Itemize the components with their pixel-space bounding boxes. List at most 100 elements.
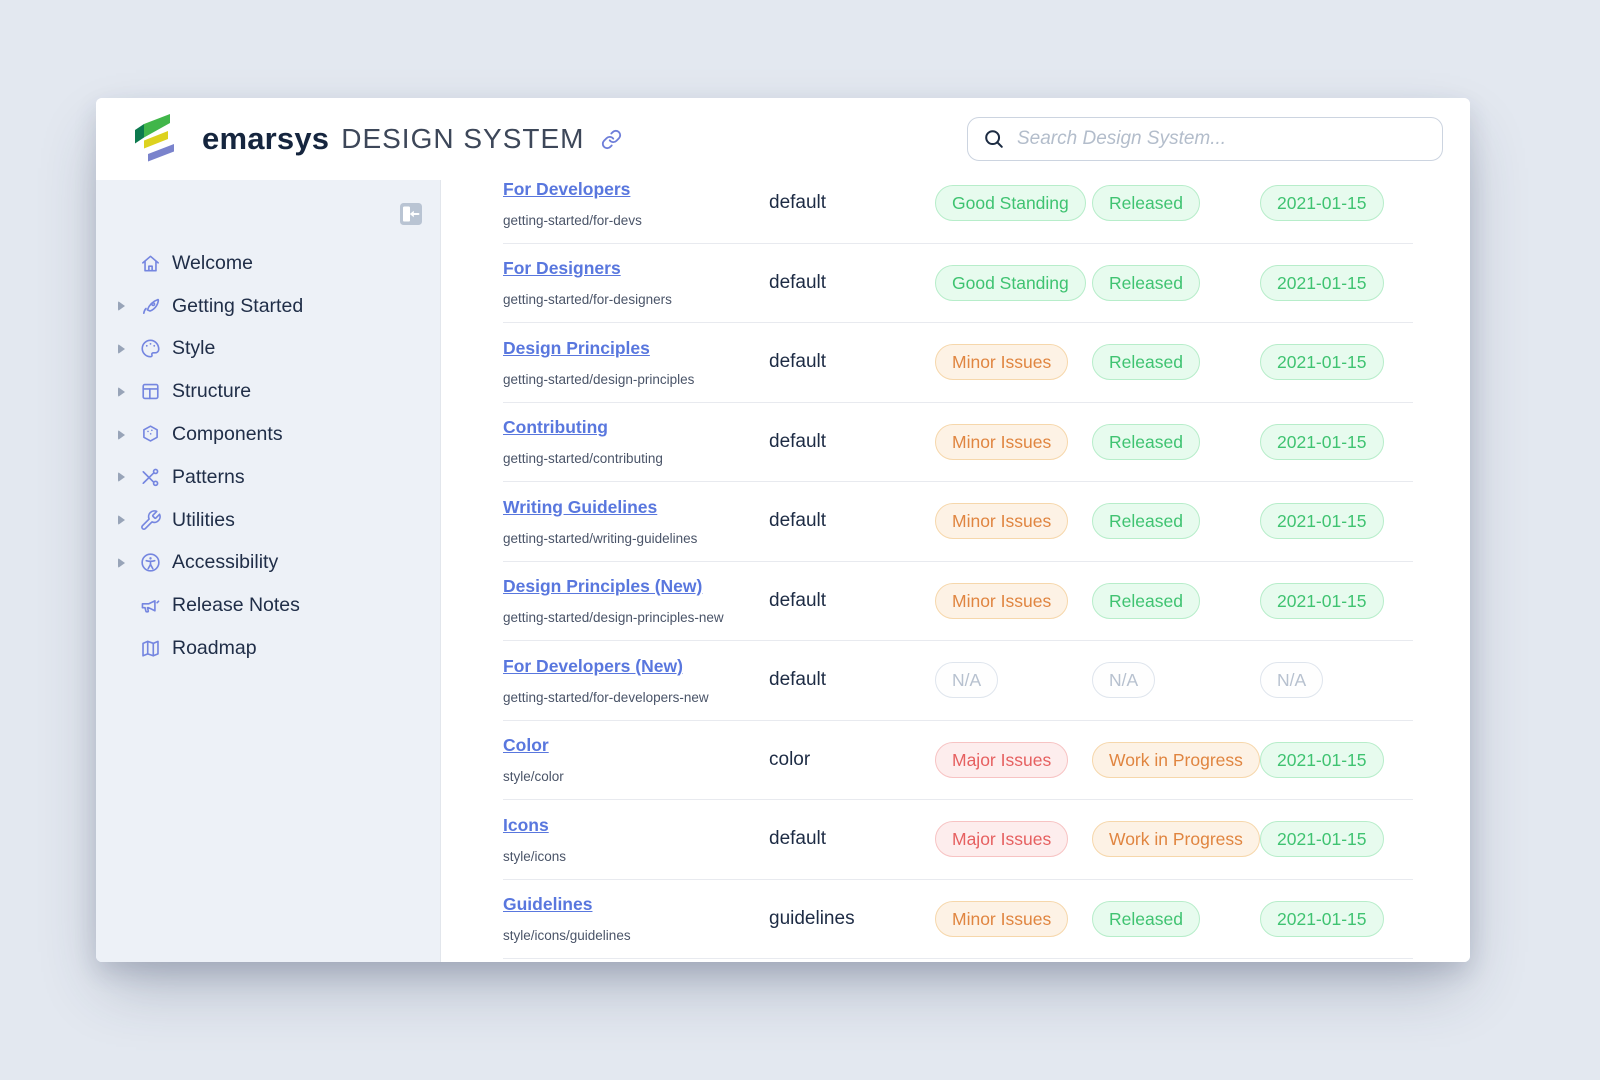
home-icon (138, 251, 162, 275)
date-badge: N/A (1260, 662, 1324, 699)
table-row-for-developers: For Developers getting-started/for-devs … (503, 180, 1413, 244)
sidebar-item-label: Getting Started (172, 294, 304, 317)
release-badge: Released (1092, 423, 1200, 460)
pages-table: For Developers getting-started/for-devs … (441, 180, 1470, 959)
status-badge: Major Issues (935, 741, 1069, 778)
content-pane: For Developers getting-started/for-devs … (441, 180, 1470, 962)
page-link[interactable]: For Developers (503, 180, 631, 199)
date-badge: 2021-01-15 (1260, 582, 1384, 619)
page-link[interactable]: Guidelines (503, 894, 593, 915)
collapse-sidebar-icon (400, 203, 422, 225)
components-icon (138, 423, 162, 447)
sidebar-item-style[interactable]: Style (96, 328, 440, 371)
release-badge: Released (1092, 582, 1200, 619)
variation-cell: default (769, 351, 827, 373)
sidebar-item-roadmap[interactable]: Roadmap (96, 627, 440, 670)
sidebar-item-patterns[interactable]: Patterns (96, 456, 440, 499)
status-badge: Major Issues (935, 821, 1069, 858)
sidebar-item-label: Style (172, 337, 216, 360)
page-title-cell: Guidelines style/icons/guidelines (503, 894, 769, 943)
date-badge: 2021-01-15 (1260, 185, 1384, 222)
sidebar-item-utilities[interactable]: Utilities (96, 499, 440, 542)
variation-cell: default (769, 510, 827, 532)
page-link[interactable]: Design Principles (503, 337, 650, 358)
sidebar-item-components[interactable]: Components (96, 413, 440, 456)
variation-cell: default (769, 669, 827, 691)
search-input[interactable] (1017, 128, 1427, 150)
page-link[interactable]: Color (503, 735, 549, 756)
search-box (967, 117, 1443, 161)
map-icon (138, 637, 162, 661)
date-badge: 2021-01-15 (1260, 741, 1384, 778)
emarsys-logo-icon (135, 114, 174, 162)
release-badge: Released (1092, 264, 1200, 301)
sidebar-item-welcome[interactable]: Welcome (96, 242, 440, 285)
page-title-cell: Icons style/icons (503, 815, 769, 864)
page-link[interactable]: Contributing (503, 417, 608, 438)
page-path: getting-started/for-designers (503, 292, 672, 308)
status-badge: Good Standing (935, 185, 1086, 222)
sidebar-item-structure[interactable]: Structure (96, 370, 440, 413)
release-badge: Released (1092, 344, 1200, 381)
sidebar-item-label: Release Notes (172, 594, 300, 617)
chevron-right-icon[interactable] (118, 558, 138, 568)
chevron-right-icon[interactable] (118, 301, 138, 311)
page-link[interactable]: Writing Guidelines (503, 496, 658, 517)
sidebar-item-accessibility[interactable]: Accessibility (96, 542, 440, 585)
variation-cell: default (769, 589, 827, 611)
sidebar-nav: Welcome Getting Started Style Structure … (96, 242, 440, 670)
chevron-right-icon[interactable] (118, 515, 138, 525)
table-row-design-principles-new: Design Principles (New) getting-started/… (503, 562, 1413, 641)
page-link[interactable]: Design Principles (New) (503, 576, 703, 597)
date-badge: 2021-01-15 (1260, 503, 1384, 540)
rocket-icon (138, 294, 162, 318)
date-badge: 2021-01-15 (1260, 264, 1384, 301)
status-badge: N/A (935, 662, 999, 699)
table-row-color: Color style/color color Major Issues Wor… (503, 721, 1413, 800)
sidebar-item-release-notes[interactable]: Release Notes (96, 584, 440, 627)
release-badge: Released (1092, 503, 1200, 540)
link-icon[interactable] (601, 129, 622, 150)
chevron-right-icon (118, 601, 138, 611)
date-badge: 2021-01-15 (1260, 821, 1384, 858)
chevron-right-icon[interactable] (118, 430, 138, 440)
chevron-right-icon[interactable] (118, 472, 138, 482)
brand-suffix: DESIGN SYSTEM (341, 123, 585, 154)
search-icon (985, 130, 1003, 148)
table-row-icons: Icons style/icons default Major Issues W… (503, 800, 1413, 880)
sidebar: Welcome Getting Started Style Structure … (96, 180, 441, 962)
layout-icon (138, 380, 162, 404)
variation-cell: default (769, 828, 827, 850)
chevron-right-icon[interactable] (118, 344, 138, 354)
variation-cell: default (769, 192, 827, 214)
variation-cell: guidelines (769, 907, 855, 929)
page-link[interactable]: For Designers (503, 258, 621, 279)
table-row-writing-guidelines: Writing Guidelines getting-started/writi… (503, 482, 1413, 562)
table-row-for-developers-new: For Developers (New) getting-started/for… (503, 641, 1413, 721)
page-path: style/icons/guidelines (503, 928, 631, 944)
status-badge: Minor Issues (935, 503, 1069, 540)
brand: emarsys DESIGN SYSTEM (130, 113, 622, 165)
page-title-cell: Contributing getting-started/contributin… (503, 417, 769, 466)
table-row-design-principles: Design Principles getting-started/design… (503, 323, 1413, 403)
palette-icon (138, 337, 162, 361)
app-header: emarsys DESIGN SYSTEM (96, 98, 1470, 180)
collapse-sidebar-button[interactable] (399, 202, 423, 226)
main-area: Welcome Getting Started Style Structure … (96, 180, 1470, 962)
release-badge: N/A (1092, 662, 1156, 699)
page-path: getting-started/for-developers-new (503, 689, 709, 705)
page-path: style/color (503, 769, 564, 785)
sidebar-item-getting-started[interactable]: Getting Started (96, 285, 440, 328)
sidebar-item-label: Patterns (172, 465, 245, 488)
page-link[interactable]: Icons (503, 814, 549, 835)
status-badge: Minor Issues (935, 344, 1069, 381)
table-row-guidelines: Guidelines style/icons/guidelines guidel… (503, 880, 1413, 959)
page-title-cell: Design Principles getting-started/design… (503, 338, 769, 387)
page-title-cell: Color style/color (503, 735, 769, 784)
wrench-icon (138, 508, 162, 532)
chevron-right-icon[interactable] (118, 387, 138, 397)
sidebar-item-label: Structure (172, 380, 252, 403)
page-title-cell: For Designers getting-started/for-design… (503, 258, 769, 307)
page-link[interactable]: For Developers (New) (503, 655, 683, 676)
page-title-cell: Writing Guidelines getting-started/writi… (503, 497, 769, 546)
